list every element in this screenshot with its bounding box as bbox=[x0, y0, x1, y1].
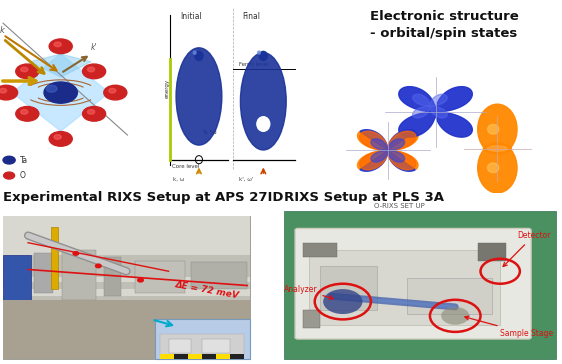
Circle shape bbox=[83, 107, 106, 121]
Text: ΔE = 72 meV: ΔE = 72 meV bbox=[174, 280, 240, 300]
Bar bbox=[104, 257, 121, 296]
Text: Fermi level: Fermi level bbox=[239, 62, 268, 67]
Text: Experimental RIXS Setup at APS 27ID: Experimental RIXS Setup at APS 27ID bbox=[3, 191, 283, 204]
Polygon shape bbox=[360, 130, 415, 171]
Bar bbox=[160, 334, 244, 355]
Polygon shape bbox=[357, 131, 418, 169]
Circle shape bbox=[257, 117, 270, 131]
Text: RIXS Setup at PLS 3A: RIXS Setup at PLS 3A bbox=[284, 191, 444, 204]
Circle shape bbox=[259, 51, 268, 60]
Circle shape bbox=[96, 264, 101, 268]
Bar bbox=[202, 339, 230, 353]
Circle shape bbox=[0, 88, 7, 93]
Ellipse shape bbox=[487, 163, 499, 173]
Ellipse shape bbox=[487, 124, 499, 134]
Bar bbox=[51, 227, 57, 289]
Circle shape bbox=[73, 252, 79, 255]
Text: k': k' bbox=[91, 43, 98, 52]
Bar bbox=[169, 339, 191, 353]
Circle shape bbox=[104, 85, 127, 100]
Bar bbox=[62, 250, 96, 300]
Text: Ta 5d: Ta 5d bbox=[202, 130, 216, 135]
Bar bbox=[135, 261, 185, 293]
Ellipse shape bbox=[483, 144, 511, 153]
Text: Initial: Initial bbox=[180, 12, 202, 21]
Polygon shape bbox=[413, 94, 447, 118]
Bar bbox=[3, 327, 31, 336]
Text: Core level: Core level bbox=[172, 164, 199, 169]
Text: Analyzer: Analyzer bbox=[284, 285, 333, 300]
Bar bbox=[202, 354, 216, 359]
FancyBboxPatch shape bbox=[295, 229, 531, 339]
Bar bbox=[34, 253, 53, 293]
Bar bbox=[3, 277, 250, 282]
Bar bbox=[174, 354, 188, 359]
Text: Electronic structure
- orbital/spin states: Electronic structure - orbital/spin stat… bbox=[370, 9, 518, 40]
Bar bbox=[407, 278, 492, 314]
Polygon shape bbox=[12, 54, 109, 131]
Text: energy: energy bbox=[165, 79, 170, 98]
Ellipse shape bbox=[478, 143, 517, 193]
Bar bbox=[3, 300, 250, 359]
Text: O: O bbox=[20, 171, 26, 180]
Circle shape bbox=[83, 64, 106, 79]
Text: Sample Stage: Sample Stage bbox=[465, 316, 554, 338]
Text: k', ω': k', ω' bbox=[239, 177, 253, 182]
FancyBboxPatch shape bbox=[155, 320, 250, 359]
Circle shape bbox=[16, 64, 39, 79]
Text: Ta: Ta bbox=[20, 156, 28, 165]
Ellipse shape bbox=[176, 48, 222, 145]
Circle shape bbox=[0, 85, 17, 100]
Bar bbox=[478, 243, 506, 261]
Ellipse shape bbox=[478, 104, 517, 154]
Bar bbox=[320, 266, 377, 310]
Circle shape bbox=[195, 51, 203, 60]
Text: Final: Final bbox=[242, 12, 260, 21]
Ellipse shape bbox=[241, 53, 286, 150]
Bar bbox=[230, 354, 244, 359]
Circle shape bbox=[54, 42, 61, 47]
Circle shape bbox=[193, 51, 196, 54]
Text: O-RIXS SET UP: O-RIXS SET UP bbox=[374, 203, 424, 209]
Bar bbox=[3, 289, 250, 296]
Bar bbox=[284, 211, 556, 359]
Circle shape bbox=[3, 172, 15, 179]
Text: k, ω: k, ω bbox=[173, 177, 184, 182]
Bar bbox=[191, 262, 247, 289]
Circle shape bbox=[88, 110, 94, 114]
Circle shape bbox=[21, 110, 28, 114]
Bar bbox=[303, 243, 337, 257]
Circle shape bbox=[3, 156, 15, 164]
Bar bbox=[3, 216, 250, 257]
Bar bbox=[160, 354, 174, 359]
Circle shape bbox=[138, 278, 143, 282]
Circle shape bbox=[49, 39, 72, 54]
Bar bbox=[3, 255, 250, 300]
Bar bbox=[309, 250, 500, 325]
Bar bbox=[188, 354, 202, 359]
FancyBboxPatch shape bbox=[3, 216, 250, 359]
Circle shape bbox=[108, 88, 116, 93]
Circle shape bbox=[323, 289, 362, 314]
Circle shape bbox=[16, 107, 39, 121]
Circle shape bbox=[49, 131, 72, 146]
Polygon shape bbox=[30, 54, 91, 77]
Polygon shape bbox=[399, 87, 472, 137]
Circle shape bbox=[257, 51, 260, 54]
Circle shape bbox=[44, 82, 78, 103]
Bar bbox=[303, 310, 320, 328]
Circle shape bbox=[54, 135, 61, 139]
Polygon shape bbox=[371, 139, 405, 162]
Text: k: k bbox=[0, 26, 5, 35]
Ellipse shape bbox=[488, 146, 507, 151]
Circle shape bbox=[441, 307, 469, 325]
Circle shape bbox=[46, 85, 57, 92]
Circle shape bbox=[21, 67, 28, 72]
Bar bbox=[3, 255, 31, 336]
Polygon shape bbox=[360, 131, 416, 170]
Circle shape bbox=[88, 67, 94, 72]
Bar bbox=[216, 354, 230, 359]
Text: Detector: Detector bbox=[503, 231, 550, 266]
